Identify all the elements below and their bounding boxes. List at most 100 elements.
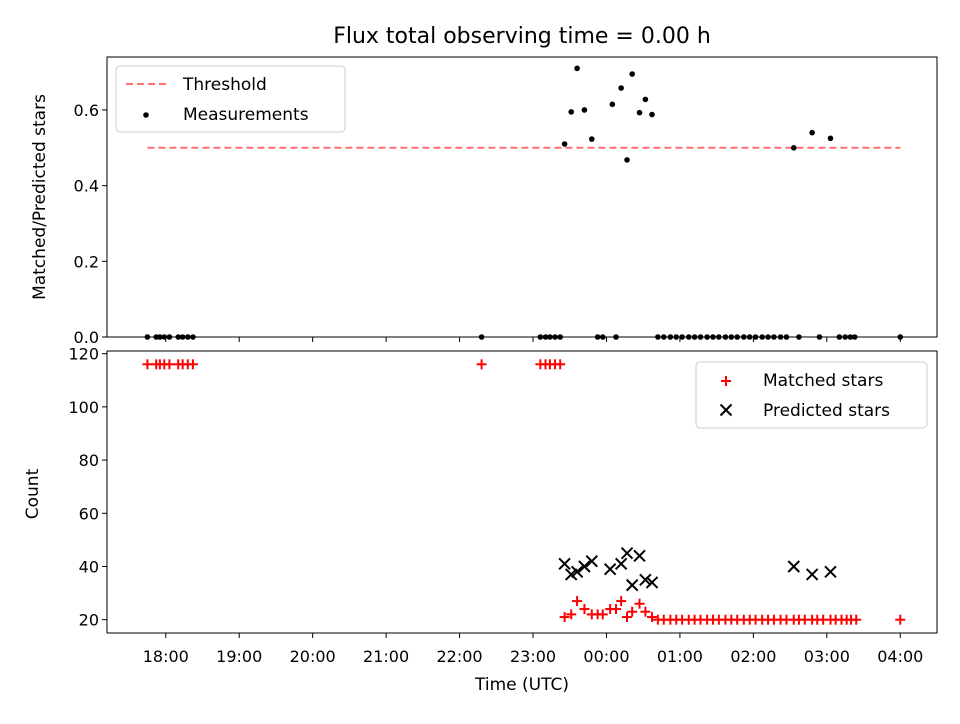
predicted-star-point-b [570,565,584,579]
predicted-star-point-b [787,560,800,573]
measurement-point [759,334,765,340]
measurement-point [746,334,753,340]
measurement-point [184,334,191,340]
measurement-point [190,334,196,340]
measurement-point [836,334,843,340]
legend-measurements-label: Measurements [183,105,309,125]
predicted-star-point-b [603,562,617,576]
measurement-point [157,334,163,340]
x-tick-label: 00:00 [583,647,629,666]
x-tick-label: 02:00 [730,647,776,666]
x-tick-label: 23:00 [510,647,556,666]
predicted-star-point-b [620,546,634,560]
measurement-point [599,334,606,340]
measurement-point [478,334,485,340]
top-ylabel: Matched/Predicted stars [30,94,50,300]
measurement-point [685,334,692,340]
predicted-star-point-b [824,565,837,579]
measurement-point [629,71,635,77]
measurement-point [667,334,674,340]
measurement-point [741,334,747,340]
top-y-tick-label: 0.4 [74,177,99,196]
measurement-point [581,107,588,113]
measurement-point [796,334,802,340]
top-legend-box [115,65,346,133]
measurement-point [609,101,616,108]
x-tick-label: 20:00 [290,647,336,666]
measurement-point [618,85,624,91]
measurement-point [613,334,619,340]
measurement-point [552,334,558,340]
legend-measurement-swatch [143,112,149,118]
x-tick-label: 21:00 [363,647,409,666]
measurement-point [642,96,649,103]
measurement-point [734,334,741,340]
predicted-star-point-b [558,557,571,571]
measurement-point [783,334,790,340]
measurement-point [777,334,784,340]
measurement-point [697,334,704,340]
measurement-point [574,65,580,72]
measurement-point [561,141,568,147]
measurement-point [649,111,655,118]
measurement-point [144,334,151,340]
top-y-tick-label: 0.0 [74,328,99,347]
measurement-point [847,334,854,340]
measurement-point [710,334,716,340]
predicted-star-point-b [645,576,659,589]
predicted-star-point-b [585,554,598,568]
bottom-plot-frame [106,350,938,634]
measurement-point [816,334,823,340]
bottom-y-tick-label: 80 [79,451,99,470]
measurement-point [166,334,173,340]
bottom-y-tick-label: 20 [79,611,99,630]
measurement-point [161,334,168,340]
measurement-point [851,334,858,340]
legend-threshold-label: Threshold [182,75,267,95]
measurement-point [722,334,729,340]
measurement-point [728,334,735,340]
measurement-point [673,334,680,340]
bottom-legend-box [695,361,928,429]
measurement-point [557,334,563,340]
measurement-point [568,109,575,115]
x-tick-label: 22:00 [437,647,483,666]
measurement-point [679,334,685,340]
legend-predicted-label: Predicted stars [763,401,890,421]
measurement-point [655,334,661,340]
measurement-point [842,334,848,340]
predicted-star-point-b [639,573,652,586]
measurement-point [752,334,759,340]
bottom-y-tick-label: 60 [79,504,99,523]
top-plot-frame [106,56,938,338]
x-axis-label: Time (UTC) [474,675,569,695]
measurement-point [537,334,544,340]
measurement-point [809,129,815,136]
measurement-point [790,145,797,151]
measurement-point [179,334,186,340]
predicted-star-point-b [633,549,646,563]
x-tick-label: 03:00 [804,647,850,666]
measurement-point [588,136,595,142]
legend-predicted-swatch-b [719,403,733,417]
bottom-y-tick-label: 100 [68,398,99,417]
legend-matched-label: Matched stars [763,371,883,391]
measurement-point [716,334,722,340]
measurement-point [542,334,549,340]
measurement-point [624,157,630,163]
bottom-ylabel: Count [23,468,43,519]
bottom-y-tick-label: 120 [68,345,99,364]
measurement-point [771,334,777,340]
predicted-star-point-b [805,568,819,581]
measurement-point [827,135,834,142]
predicted-star-point-b [625,578,639,592]
measurement-point [691,334,698,340]
measurement-point [704,334,710,340]
measurement-point [660,334,667,340]
top-y-tick-label: 0.6 [74,101,99,120]
top-y-tick-label: 0.2 [74,252,99,271]
x-tick-label: 04:00 [877,647,923,666]
chart-title: Flux total observing time = 0.00 h [333,24,711,49]
x-tick-label: 01:00 [657,647,703,666]
